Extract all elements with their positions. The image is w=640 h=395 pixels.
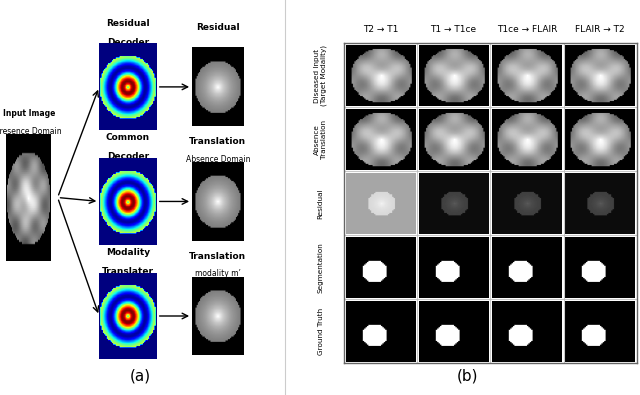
Text: Ground Truth: Ground Truth [317, 308, 324, 355]
Text: Residual: Residual [317, 188, 324, 219]
Text: T2 → T1: T2 → T1 [363, 25, 398, 34]
Text: Diseased Input
(Target Modality): Diseased Input (Target Modality) [314, 45, 328, 106]
Text: modality m’: modality m’ [195, 269, 241, 278]
Text: Presence Domain: Presence Domain [0, 127, 62, 136]
Text: Input Image: Input Image [3, 109, 55, 118]
Text: (b): (b) [456, 368, 478, 383]
Text: Segmentation: Segmentation [317, 242, 324, 293]
Text: (a): (a) [130, 368, 152, 383]
Text: Modality: Modality [106, 248, 150, 257]
Text: Residual: Residual [106, 19, 150, 28]
Text: Common: Common [106, 133, 150, 142]
Text: T1ce → FLAIR: T1ce → FLAIR [497, 25, 557, 34]
Text: Translation: Translation [189, 252, 246, 261]
Text: Absence Domain: Absence Domain [186, 155, 250, 164]
Text: Residual: Residual [196, 23, 240, 32]
Text: Decoder: Decoder [107, 38, 149, 47]
Text: modality m: modality m [7, 145, 51, 154]
Text: T1 → T1ce: T1 → T1ce [431, 25, 477, 34]
Text: Translation: Translation [189, 137, 246, 146]
Text: Translater: Translater [102, 267, 154, 276]
Text: Decoder: Decoder [107, 152, 149, 161]
Text: FLAIR → T2: FLAIR → T2 [575, 25, 625, 34]
Text: Absence
Translation: Absence Translation [314, 120, 327, 159]
